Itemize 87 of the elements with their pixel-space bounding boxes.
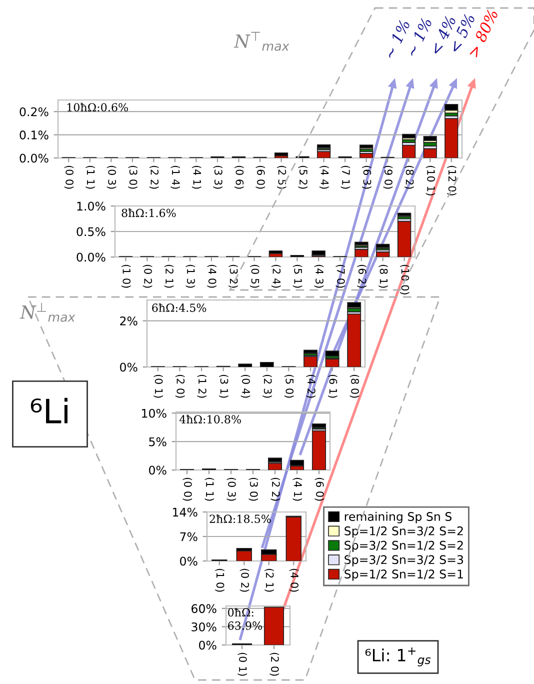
x-tick-label: (6 3) [362,166,372,189]
x-tick-label: (4 3) [314,264,324,288]
text: ⁶Li [30,398,68,424]
x-tick-label: (0 5) [250,264,260,288]
x-tick-label: (4 2) [306,374,316,398]
x-tick-label: (7 0) [336,264,346,288]
annotation: 2ħΩ:18.5% [210,514,271,524]
y-tick-label: 0% [149,466,166,475]
x-tick-label: (1 4) [170,166,180,189]
x-tick-label: (0 1) [154,374,163,398]
x-tick-label: (6 1) [328,374,338,398]
x-tick-label: (1 0) [215,568,224,592]
x-tick-label: (2 2) [149,166,159,189]
y-tick-label: 0.0% [76,252,106,262]
x-tick-label: (0 2) [240,568,250,592]
y-tick-label: 7% [180,532,198,542]
x-tick-label: (4 0) [207,264,216,288]
legend-label: Sp=1/2 Sn=3/2 S=2 [344,526,463,538]
x-tick-label: (1 2) [197,374,207,398]
x-tick-label: (0 4) [240,374,250,398]
x-tick-label: (1 0) [121,264,131,288]
legend-label: Sp=3/2 Sn=1/2 S=2 [344,540,463,552]
annotation: 4ħΩ:10.8% [179,414,241,424]
x-tick-label: (0 2) [142,264,152,288]
x-tick-label: (9 0) [383,166,393,189]
x-tick-label: (8 0) [350,374,360,398]
x-tick-label: (0 0) [64,166,74,189]
x-tick-label: (3 0) [248,478,258,501]
y-tick-label: 30% [192,622,216,632]
x-tick-label: (10 1) [426,166,436,196]
x-tick-label: (0 3) [226,478,236,501]
y-tick-label: 0.0% [20,154,48,163]
annotation: 8ħΩ:1.6% [122,208,176,218]
y-tick-label: 0.5% [76,227,106,236]
y-tick-label: 60% [192,604,216,614]
x-tick-label: (2 0) [270,652,280,676]
x-tick-label: (5 1) [292,264,302,288]
x-tick-label: (2 2) [270,478,280,501]
y-tick-label: 0.2% [20,107,48,116]
legend-label: Sp=3/2 Sn=3/2 S=3 [344,555,464,566]
x-tick-label: (0 1) [238,652,248,676]
x-tick-label: (1 1) [204,478,214,501]
y-tick-label: 1.0% [77,202,106,211]
y-tick-label: 0.1% [20,130,48,140]
x-tick-label: (5 0) [284,374,294,398]
y-tick-label: 0% [199,640,216,650]
x-tick-label: (1 1) [86,166,95,189]
x-tick-label: (2 4) [271,264,281,288]
x-tick-label: (3 1) [219,374,228,398]
y-tick-label: 10% [142,408,166,418]
y-tick-label: 5% [149,437,166,446]
x-tick-label: (0 0) [182,478,192,501]
text: N$^{⊥}$$_{max}$ [20,302,76,322]
x-tick-label: (3 3) [213,166,223,189]
y-tick-label: 0% [180,556,198,566]
y-tick-label: 14% [173,508,198,517]
x-tick-label: (3 2) [228,264,238,288]
y-tick-label: 0% [120,362,138,372]
x-tick-label: (4 1) [192,166,202,189]
x-tick-label: (5 2) [298,166,308,189]
x-tick-label: (3 0) [128,166,138,189]
text: ~ 1% [383,19,410,60]
annotation: 6ħΩ:4.5% [152,303,206,312]
y-tick-label: 2% [120,316,138,326]
x-tick-label: (6 0) [314,478,324,501]
x-tick-label: (4 1) [292,478,302,501]
x-tick-label: (1 3) [186,264,196,288]
text: N$^{⊤}$$_{max}$ [234,32,290,51]
annotation: 10ħΩ:0.6% [67,102,128,112]
legend-label: remaining Sp Sn S [344,512,452,524]
x-tick-label: (4 4) [320,166,329,189]
x-tick-label: (8 1) [378,264,388,288]
x-tick-label: (2 1) [164,264,174,288]
x-tick-label: (6 0) [256,166,266,189]
text: ⁶Li: 1$^{+}$$_{gs}$ [365,648,431,666]
x-tick-label: (7 1) [340,166,350,189]
x-tick-label: (0 3) [106,166,116,189]
x-tick-label: (6 2) [357,264,366,288]
x-tick-label: (2 3) [262,374,272,398]
annotation: 0ħΩ: 63.9% [228,608,262,630]
x-tick-label: (0 6) [234,166,244,189]
x-tick-label: (8 2) [404,166,414,189]
x-tick-label: (4 0) [289,568,299,592]
legend-label: Sp=1/2 Sn=1/2 S=1 [344,570,463,581]
x-tick-label: (2 0) [175,374,185,398]
x-tick-label: (2 1) [264,568,274,592]
x-tick-label: (10 0) [400,264,410,294]
